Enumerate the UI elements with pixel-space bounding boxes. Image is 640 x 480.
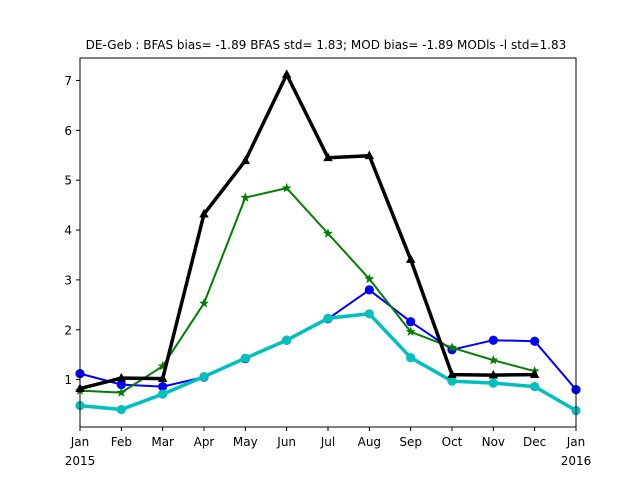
x-tick-label: Feb	[111, 435, 132, 449]
series-3-point	[157, 361, 168, 371]
x-tick-label: Mar	[151, 435, 174, 449]
x-tick-label: Apr	[194, 435, 215, 449]
chart-title: DE-Geb : BFAS bias= -1.89 BFAS std= 1.83…	[86, 38, 567, 52]
series-4-point	[240, 155, 251, 165]
x-tick-label: May	[233, 435, 258, 449]
series-3-point	[488, 355, 499, 365]
y-tick-label: 2	[64, 323, 72, 337]
series-2-point	[199, 372, 209, 382]
series-2-point	[240, 353, 250, 363]
x-tick-label: Jun	[276, 435, 296, 449]
series-2-point	[116, 404, 126, 415]
y-tick-label: 3	[64, 273, 72, 287]
x-tick-label: Jan	[70, 435, 90, 449]
y-tick-label: 4	[64, 224, 72, 238]
series-1-point	[530, 336, 540, 346]
series-3-point	[240, 192, 251, 202]
x-tick-label: Dec	[523, 435, 546, 449]
series-3-point	[364, 273, 375, 284]
series-1-point	[158, 382, 168, 392]
series-4-point	[405, 254, 416, 263]
series-4-point	[447, 369, 457, 379]
series-2-point	[364, 309, 374, 319]
series-3-point	[199, 298, 209, 308]
series-2-point	[323, 313, 333, 323]
series-1-point	[116, 380, 126, 390]
series-4-point	[199, 208, 209, 218]
y-tick-label: 6	[64, 124, 72, 138]
series-3-point	[323, 228, 333, 238]
series-2-point	[447, 376, 457, 386]
series-4	[75, 69, 540, 392]
series-4-point	[116, 372, 127, 382]
series-4-point	[323, 152, 333, 162]
y-tick-label: 7	[64, 74, 72, 88]
y-tick-label: 5	[64, 174, 72, 188]
series-1-point	[488, 335, 498, 345]
plot-axes: 1 2 3 4 5 6 7 Jan 2015 Feb Mar Apr May Jun Jul Aug Sep Oc…	[64, 57, 592, 468]
x-tick-label: Oct	[442, 435, 463, 449]
series-2-point	[406, 353, 416, 363]
series-3-line	[79, 187, 535, 394]
series-2-point	[488, 378, 498, 388]
x-tick-label: Jul	[320, 435, 335, 449]
series-4-line	[79, 72, 535, 391]
series-3-point	[447, 342, 457, 352]
y-tick-label: 1	[64, 373, 72, 387]
series-1-point	[406, 317, 416, 327]
x-tick-label: Jan	[566, 435, 586, 449]
x-tick-year-label: 2015	[65, 454, 96, 468]
series-2-point	[530, 382, 540, 392]
series-4-point	[281, 69, 292, 78]
series-3-point	[405, 326, 416, 336]
series-2-point	[282, 335, 292, 345]
series-4-point	[157, 373, 168, 383]
series-4-point	[529, 369, 540, 379]
series-3-point	[116, 387, 127, 397]
series-3-point	[281, 182, 292, 193]
series-4-point	[364, 150, 375, 160]
x-tick-year-label: 2016	[561, 454, 592, 468]
series-2-point	[158, 389, 168, 399]
series-1-point	[364, 285, 374, 295]
x-tick-label: Sep	[399, 435, 422, 449]
series-4-point	[488, 369, 499, 379]
x-tick-label: Nov	[482, 435, 505, 449]
x-tick-label: Aug	[358, 435, 381, 449]
